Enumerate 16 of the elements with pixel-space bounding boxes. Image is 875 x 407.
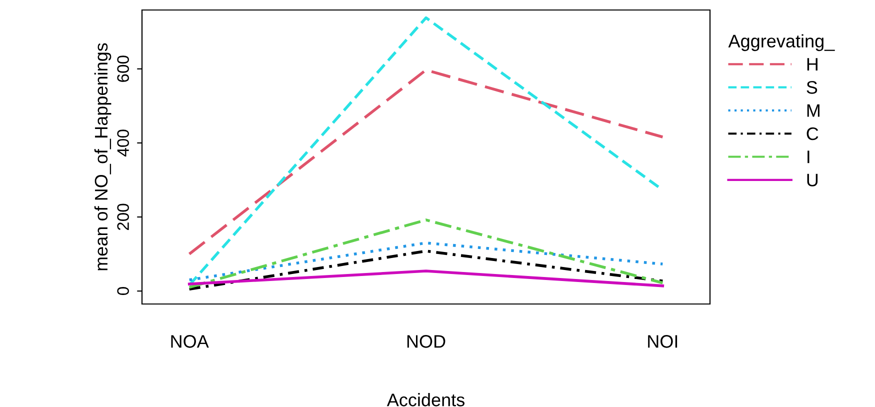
legend-label: C [806,127,818,140]
x-tick-label: NOA [171,335,209,348]
y-tick-label: 200 [117,204,129,230]
legend-label: I [808,150,810,164]
legend-label: U [807,174,818,186]
x-axis-title: Accidents [386,393,464,406]
legend-title: Aggrevating_ [728,34,835,52]
legend-label: M [807,104,820,117]
x-tick-label: NOI [648,335,678,348]
x-tick-label: NOD [407,335,446,348]
legend-label: H [807,58,818,70]
y-tick-label: 600 [117,56,129,82]
legend-label: S [806,81,818,94]
y-axis-title: mean of NO_of_Happenings [94,43,112,270]
y-tick-label: 400 [117,130,129,156]
y-tick-label: 0 [117,287,129,296]
